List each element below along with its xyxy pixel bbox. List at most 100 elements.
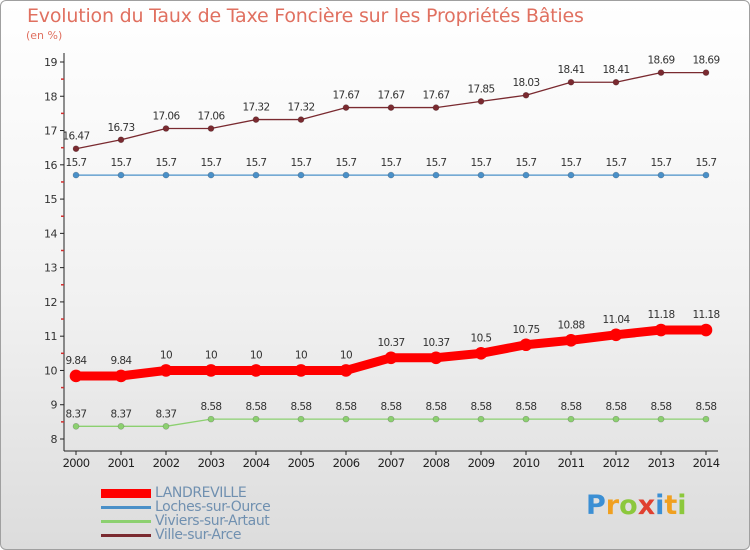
data-label: 10.5 — [471, 332, 492, 344]
y-tick-label: 12 — [44, 296, 57, 309]
data-point — [702, 171, 710, 179]
data-label: 8.37 — [66, 408, 87, 420]
logo-letter: r — [605, 490, 620, 521]
legend-label: LANDREVILLE — [155, 485, 247, 501]
data-point — [117, 423, 125, 430]
data-label: 10 — [205, 349, 217, 361]
data-label: 8.37 — [111, 408, 132, 420]
x-tick-label: 2010 — [513, 456, 540, 470]
logo-letter: P — [586, 490, 606, 521]
data-label: 8.58 — [696, 401, 717, 413]
data-label: 15.7 — [66, 157, 87, 169]
data-label: 15.7 — [561, 157, 582, 169]
data-label: 18.41 — [557, 64, 584, 76]
data-point — [522, 91, 530, 99]
data-point — [384, 351, 398, 365]
data-point — [207, 415, 215, 423]
data-label: 8.58 — [336, 401, 357, 413]
data-label: 15.7 — [291, 157, 312, 169]
data-label: 17.85 — [467, 83, 494, 95]
chart-title: Evolution du Taux de Taxe Foncière sur l… — [27, 5, 584, 27]
legend-swatch — [101, 534, 151, 537]
data-label: 8.58 — [381, 401, 402, 413]
y-tick-label: 17 — [44, 125, 57, 138]
data-label: 8.58 — [201, 401, 222, 413]
proxiti-logo: Proxiti — [586, 490, 687, 521]
data-label: 8.58 — [291, 401, 312, 413]
data-label: 17.67 — [422, 90, 449, 102]
data-point — [294, 364, 308, 377]
data-point — [297, 171, 305, 179]
data-point — [69, 369, 83, 383]
x-tick-label: 2009 — [468, 456, 495, 470]
data-point — [387, 104, 395, 111]
y-tick-label: 11 — [44, 330, 57, 343]
data-point — [72, 145, 80, 153]
legend-swatch — [101, 520, 151, 523]
x-tick-label: 2007 — [378, 456, 405, 470]
data-label: 15.7 — [426, 157, 447, 169]
data-label: 11.04 — [602, 314, 630, 326]
data-label: 15.7 — [381, 157, 402, 169]
data-point — [657, 415, 665, 423]
data-label: 8.58 — [471, 401, 492, 413]
data-point — [387, 415, 395, 423]
legend-label: Viviers-sur-Artaut — [155, 513, 270, 529]
y-tick-label: 14 — [44, 227, 57, 240]
data-label: 9.84 — [66, 355, 88, 367]
logo-letter: x — [637, 490, 656, 521]
data-point — [477, 171, 485, 179]
x-tick-label: 2013 — [648, 456, 675, 470]
data-point — [252, 415, 260, 423]
y-axis-unit-label: (en %) — [26, 29, 63, 42]
chart-legend: LANDREVILLE Loches-sur-Ource Viviers-sur-A… — [101, 486, 341, 542]
data-label: 8.58 — [606, 401, 627, 413]
data-point — [654, 323, 668, 337]
data-label: 10.75 — [512, 324, 539, 336]
data-point — [162, 125, 170, 132]
data-point — [339, 364, 353, 377]
data-label: 18.41 — [602, 64, 629, 76]
data-point — [567, 171, 575, 179]
data-point — [342, 171, 350, 179]
x-tick-label: 2004 — [243, 456, 270, 470]
data-point — [474, 347, 488, 360]
data-label: 15.7 — [516, 157, 537, 169]
data-point — [159, 364, 173, 377]
data-point — [297, 116, 305, 123]
data-point — [609, 328, 623, 342]
data-point — [657, 171, 665, 179]
data-label: 17.06 — [152, 110, 180, 122]
x-tick-label: 2003 — [198, 456, 225, 470]
x-tick-label: 2005 — [288, 456, 315, 470]
data-label: 15.7 — [111, 157, 132, 169]
data-point — [522, 171, 530, 179]
data-point — [429, 351, 443, 365]
data-label: 8.58 — [516, 401, 537, 413]
data-label: 10 — [340, 349, 352, 361]
data-point — [207, 171, 215, 179]
data-label: 17.67 — [332, 90, 359, 102]
legend-swatch — [101, 506, 151, 509]
data-point — [432, 171, 440, 179]
data-point — [72, 423, 80, 430]
data-label: 8.58 — [561, 401, 582, 413]
data-label: 16.47 — [62, 131, 89, 143]
data-point — [567, 415, 575, 423]
data-label: 17.32 — [287, 102, 314, 114]
data-label: 17.32 — [242, 102, 269, 114]
data-point — [702, 69, 710, 76]
x-tick-label: 2001 — [108, 456, 135, 470]
data-label: 15.7 — [651, 157, 672, 169]
data-label: 11.18 — [692, 309, 719, 321]
x-tick-label: 2006 — [333, 456, 360, 470]
y-tick-label: 15 — [44, 193, 57, 206]
data-point — [117, 136, 125, 144]
y-tick-label: 19 — [44, 56, 57, 69]
data-label: 8.58 — [246, 401, 267, 413]
data-point — [522, 415, 530, 423]
data-label: 10.88 — [557, 319, 584, 331]
legend-swatch — [101, 489, 151, 498]
